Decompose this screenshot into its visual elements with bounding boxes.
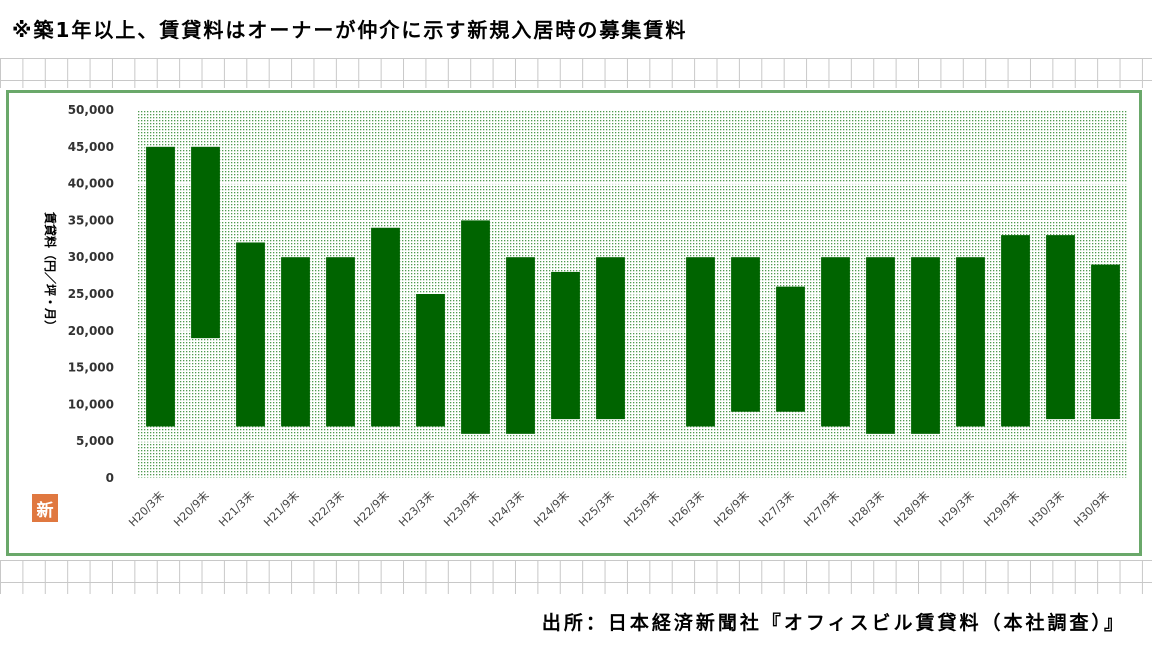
x-tick-label: H24/9末 bbox=[531, 488, 572, 529]
bar bbox=[731, 257, 760, 412]
y-tick-label: 40,000 bbox=[68, 177, 114, 191]
bar bbox=[461, 220, 490, 434]
x-tick-label: H22/3末 bbox=[306, 488, 347, 529]
y-tick-label: 45,000 bbox=[68, 140, 114, 154]
bar bbox=[1091, 264, 1120, 420]
bar bbox=[866, 257, 895, 434]
x-tick-label: H20/3末 bbox=[126, 488, 167, 529]
bar bbox=[416, 294, 445, 427]
y-tick-label: 15,000 bbox=[68, 361, 114, 375]
y-axis-label: 賃貸料（円／坪・月） bbox=[43, 211, 58, 332]
bar bbox=[191, 146, 220, 339]
x-tick-label: H29/3末 bbox=[936, 488, 977, 529]
x-tick-label: H26/9末 bbox=[711, 488, 752, 529]
chart-note: ※築1年以上、賃貸料はオーナーが仲介に示す新規入居時の募集賃料 bbox=[12, 18, 688, 42]
bar bbox=[1046, 235, 1075, 420]
bar bbox=[911, 257, 940, 434]
bar bbox=[1001, 235, 1030, 427]
y-tick-label: 5,000 bbox=[76, 434, 114, 448]
x-tick-label: H28/9末 bbox=[891, 488, 932, 529]
nikkei-logo: 新 bbox=[32, 494, 58, 522]
x-tick-label: H30/9末 bbox=[1071, 488, 1112, 529]
x-tick-label: H27/9末 bbox=[801, 488, 842, 529]
x-tick-label: H24/3末 bbox=[486, 488, 527, 529]
x-tick-label: H22/9末 bbox=[351, 488, 392, 529]
bar bbox=[686, 257, 715, 427]
x-tick-label: H20/9末 bbox=[171, 488, 212, 529]
x-tick-label: H26/3末 bbox=[666, 488, 707, 529]
bar bbox=[281, 257, 310, 427]
top-grid-band bbox=[0, 58, 1152, 88]
bar bbox=[236, 242, 265, 427]
bar bbox=[371, 227, 400, 427]
y-tick-label: 35,000 bbox=[68, 213, 114, 227]
y-tick-label: 20,000 bbox=[68, 324, 114, 338]
x-tick-label: H27/3末 bbox=[756, 488, 797, 529]
x-tick-label: H21/3末 bbox=[216, 488, 257, 529]
y-tick-label: 0 bbox=[106, 471, 114, 485]
bar bbox=[596, 257, 625, 420]
bar bbox=[776, 286, 805, 412]
x-tick-label: H29/9末 bbox=[981, 488, 1022, 529]
bar bbox=[551, 271, 580, 420]
bottom-grid-band bbox=[0, 560, 1152, 594]
bar bbox=[821, 257, 850, 427]
y-tick-label: 25,000 bbox=[68, 287, 114, 301]
x-tick-label: H21/9末 bbox=[261, 488, 302, 529]
x-tick-label: H25/3末 bbox=[576, 488, 617, 529]
x-tick-label: H28/3末 bbox=[846, 488, 887, 529]
y-tick-label: 10,000 bbox=[68, 397, 114, 411]
source-note: 出所：日本経済新聞社『オフィスビル賃貸料（本社調査）』 bbox=[541, 612, 1126, 634]
bar bbox=[146, 146, 175, 427]
x-tick-label: H30/3末 bbox=[1026, 488, 1067, 529]
bar bbox=[506, 257, 535, 434]
bar bbox=[956, 257, 985, 427]
x-tick-label: H23/3末 bbox=[396, 488, 437, 529]
y-tick-label: 30,000 bbox=[68, 250, 114, 264]
x-tick-label: H23/9末 bbox=[441, 488, 482, 529]
x-tick-label: H25/9末 bbox=[621, 488, 662, 529]
y-tick-label: 50,000 bbox=[68, 103, 114, 117]
bar bbox=[326, 257, 355, 427]
